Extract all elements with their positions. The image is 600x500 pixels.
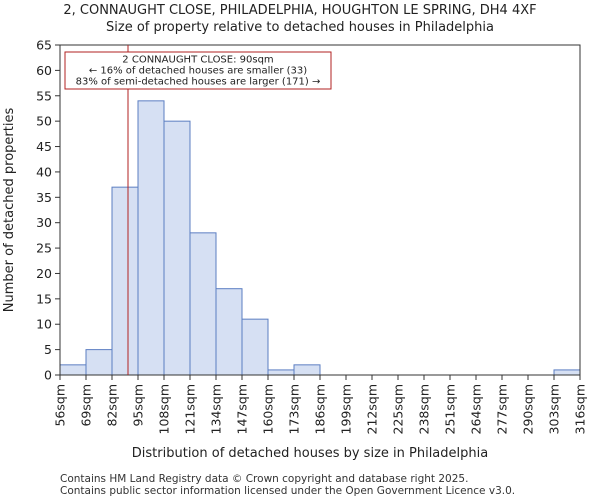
bars-group [59,100,581,376]
chart-title: 2, CONNAUGHT CLOSE, PHILADELPHIA, HOUGHT… [63,3,536,18]
x-tick-label: 82sqm [105,384,120,427]
x-tick-label: 95sqm [131,384,146,427]
x-tick-label: 290sqm [521,384,536,434]
y-tick-label: 0 [44,368,52,383]
x-axis-ticks: 56sqm 69sqm 82sqm 95sqm 108sqm 121sqm 134sqm 14… [53,375,588,434]
bar-95sqm [137,100,165,376]
y-tick-label: 25 [36,241,52,256]
x-tick-label: 199sqm [339,384,354,434]
x-tick-label: 212sqm [365,384,380,434]
x-tick-label: 303sqm [547,384,562,434]
histogram-chart: 2, CONNAUGHT CLOSE, PHILADELPHIA, HOUGHT… [2,3,588,461]
bar-303sqm [553,369,581,376]
annotation-line-1: 2 CONNAUGHT CLOSE: 90sqm [122,55,273,66]
x-tick-label: 238sqm [417,384,432,434]
x-tick-label: 264sqm [469,384,484,434]
bar-121sqm [189,232,217,376]
y-tick-label: 50 [36,114,52,129]
x-tick-label: 108sqm [157,384,172,434]
x-axis-title: Distribution of detached houses by size … [132,446,488,461]
y-tick-label: 35 [36,190,52,205]
x-tick-label: 225sqm [391,384,406,434]
y-tick-label: 15 [36,291,52,306]
x-tick-label: 160sqm [261,384,276,434]
y-tick-label: 30 [36,215,52,230]
x-tick-label: 134sqm [209,384,224,434]
bar-56sqm [59,364,87,376]
bar-160sqm [267,369,295,376]
annotation-line-3: 83% of semi-detached houses are larger (… [76,77,321,88]
y-tick-label: 60 [36,63,52,78]
chart-subtitle: Size of property relative to detached ho… [106,20,494,35]
footer-attribution-line-1: Contains HM Land Registry data © Crown c… [60,473,469,485]
bar-108sqm [163,120,191,376]
bar-82sqm [111,186,139,376]
x-tick-label: 277sqm [495,384,510,434]
bar-147sqm [241,318,269,376]
bar-173sqm [293,364,321,376]
annotation-line-2: ← 16% of detached houses are smaller (33… [89,66,307,77]
x-tick-label: 316sqm [573,384,588,434]
y-tick-label: 45 [36,139,52,154]
footer-attribution-line-2: Contains public sector information licen… [60,485,516,497]
bar-134sqm [215,288,243,376]
y-axis-ticks: 0 5 10 15 20 25 30 35 40 45 50 55 60 65 [36,38,60,383]
y-axis-title: Number of detached properties [2,108,17,313]
x-tick-label: 251sqm [443,384,458,434]
annotation-box: 2 CONNAUGHT CLOSE: 90sqm ← 16% of detach… [64,51,332,90]
plot-area-frame [59,44,581,376]
x-tick-label: 173sqm [287,384,302,434]
x-tick-label: 56sqm [53,384,68,427]
y-tick-label: 5 [44,342,52,357]
x-tick-label: 186sqm [313,384,328,434]
y-tick-label: 10 [36,317,52,332]
x-tick-label: 147sqm [235,384,250,434]
bar-69sqm [85,349,113,376]
x-tick-label: 69sqm [79,384,94,427]
y-tick-label: 55 [36,88,52,103]
annotation-border [64,51,332,90]
y-tick-label: 20 [36,266,52,281]
x-tick-label: 121sqm [183,384,198,434]
y-tick-label: 65 [36,38,52,53]
y-tick-label: 40 [36,164,52,179]
